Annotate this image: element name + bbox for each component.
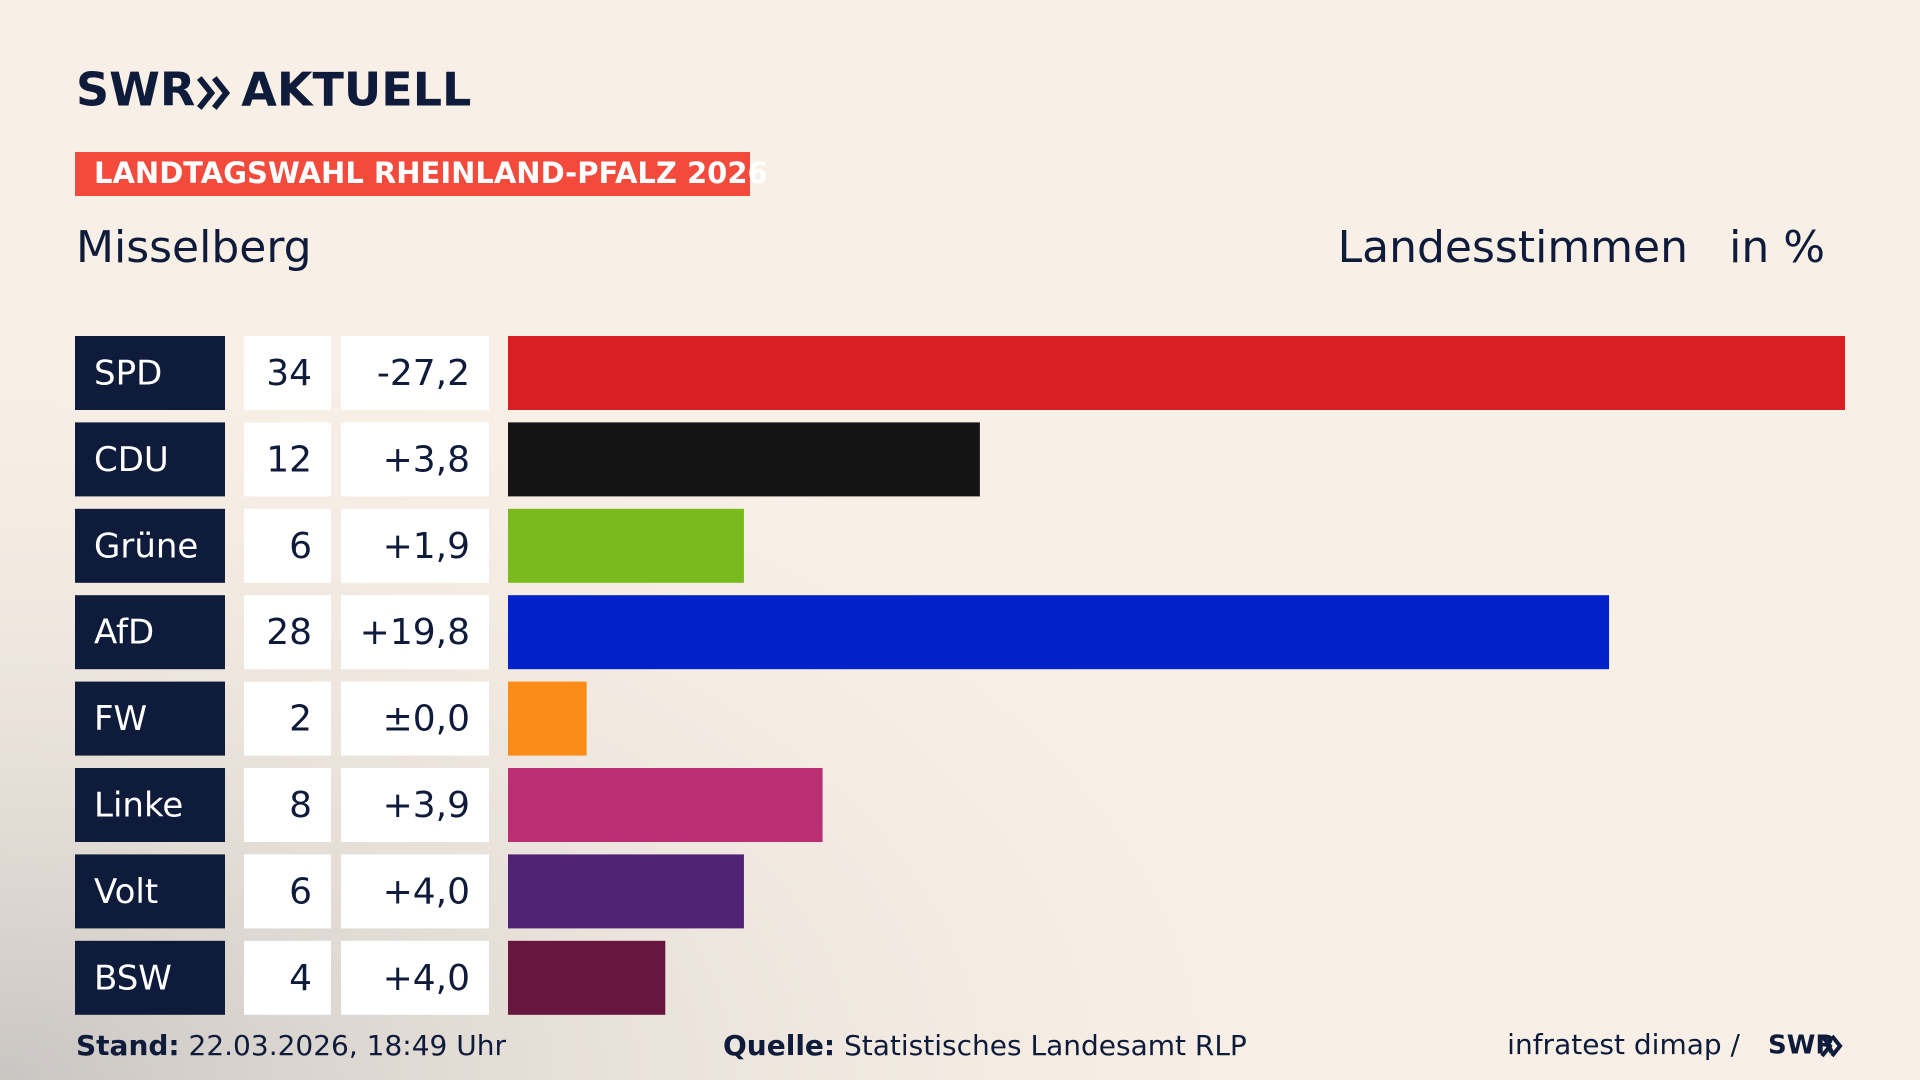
value-box — [244, 595, 331, 670]
bar — [508, 595, 1610, 670]
value-box — [244, 336, 331, 410]
value-box — [244, 940, 331, 1015]
change-box — [341, 940, 489, 1015]
change-box — [341, 422, 489, 497]
logo: SWR — [76, 63, 195, 117]
stand-value: 22.03.2026, 18:49 Uhr — [189, 1029, 507, 1062]
value-label: 6 — [289, 526, 312, 567]
value-box — [244, 854, 331, 929]
banner-bg — [75, 152, 750, 196]
value-box — [244, 768, 331, 842]
change-label: +1,9 — [383, 526, 470, 567]
party-label: Volt — [94, 872, 158, 912]
value-label: 2 — [289, 699, 312, 740]
stand-label: Stand: — [76, 1029, 180, 1062]
party-label: BSW — [94, 958, 172, 998]
change-box — [341, 336, 489, 410]
party-box — [75, 336, 225, 410]
change-box — [341, 768, 489, 842]
bar — [508, 940, 666, 1015]
credit-logo: SWR — [1768, 1031, 1835, 1061]
party-box — [75, 595, 225, 670]
party-box — [75, 940, 225, 1015]
value-label: 4 — [289, 958, 312, 999]
value-box — [244, 422, 331, 497]
source: Quelle: Statistisches Landesamt RLP — [723, 1029, 1247, 1062]
party-box — [75, 768, 225, 842]
change-label: +3,9 — [383, 785, 470, 826]
source-value: Statistisches Landesamt RLP — [844, 1029, 1247, 1062]
bar — [508, 422, 980, 497]
stand: Stand: 22.03.2026, 18:49 Uhr — [76, 1029, 506, 1062]
change-label: +19,8 — [360, 612, 470, 653]
value-box — [244, 508, 331, 583]
change-label: +4,0 — [383, 958, 470, 999]
bar — [508, 854, 744, 929]
party-label: AfD — [94, 613, 154, 653]
credit-chevrons — [1820, 1034, 1843, 1058]
party-box — [75, 854, 225, 929]
unit: in % — [1729, 222, 1825, 273]
party-label: Linke — [94, 786, 183, 826]
party-label: Grüne — [94, 526, 198, 566]
party-box — [75, 508, 225, 583]
change-label: -27,2 — [377, 353, 470, 394]
change-box — [341, 508, 489, 583]
brand: AKTUELL — [241, 63, 471, 117]
chart-title: Misselberg — [76, 222, 312, 273]
source-label: Quelle: — [723, 1029, 835, 1062]
party-label: SPD — [94, 354, 162, 394]
change-box — [341, 595, 489, 670]
change-label: +4,0 — [383, 871, 470, 912]
change-label: ±0,0 — [383, 699, 470, 740]
bar — [508, 681, 587, 756]
bar — [508, 768, 823, 842]
value-label: 6 — [289, 871, 312, 912]
bar — [508, 508, 744, 583]
value-box — [244, 681, 331, 756]
value-label: 28 — [266, 612, 312, 653]
change-label: +3,8 — [383, 439, 470, 480]
party-box — [75, 681, 225, 756]
bar — [508, 336, 1845, 410]
party-box — [75, 422, 225, 497]
change-box — [341, 681, 489, 756]
value-label: 12 — [266, 439, 312, 480]
credit: infratest dimap / — [1507, 1028, 1740, 1061]
change-box — [341, 854, 489, 929]
value-label: 34 — [266, 353, 312, 394]
banner: LANDTAGSWAHL RHEINLAND-PFALZ 2026 — [94, 156, 768, 190]
party-label: FW — [94, 699, 147, 739]
logo-chevrons — [196, 76, 231, 110]
party-label: CDU — [94, 440, 169, 480]
value-label: 8 — [289, 785, 312, 826]
measure: Landesstimmen — [1338, 222, 1688, 273]
